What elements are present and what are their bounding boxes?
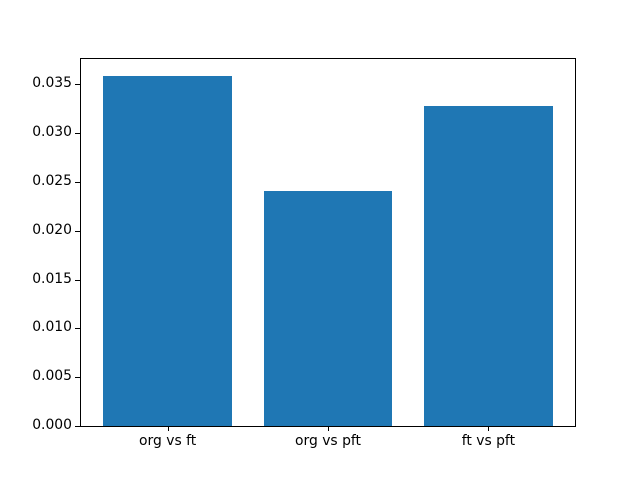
- y-tick-label: 0.020: [32, 221, 72, 238]
- y-tick-mark: [75, 181, 80, 183]
- bar-org-vs-pft: [263, 190, 393, 427]
- y-tick-mark: [75, 279, 80, 281]
- y-tick-label: 0.000: [32, 417, 72, 434]
- y-tick-label: 0.010: [32, 319, 72, 336]
- x-tick-mark: [328, 426, 329, 432]
- y-tick-mark: [75, 328, 80, 330]
- x-tick-label: org vs ft: [139, 433, 197, 450]
- y-tick-mark: [75, 83, 80, 85]
- plot-area: 0.000 0.005 0.010 0.015 0.020 0.025 0.030 0.035…: [32, 57, 576, 448]
- y-tick-mark: [75, 132, 80, 134]
- x-tick-mark: [167, 426, 169, 432]
- x-tick-mark: [488, 426, 490, 432]
- x-tick-label: org vs pft: [295, 433, 361, 450]
- bar-ft-vs-pft: [424, 106, 553, 427]
- x-tick-label: ft vs pft: [461, 433, 516, 450]
- bar-org-vs-ft: [103, 76, 232, 427]
- y-tick-label: 0.005: [32, 368, 72, 385]
- y-tick-mark: [75, 377, 80, 379]
- y-tick-label: 0.035: [32, 74, 72, 91]
- y-tick-mark: [75, 230, 80, 232]
- y-tick-label: 0.025: [32, 172, 72, 189]
- y-tick-label: 0.030: [32, 123, 72, 140]
- y-tick-label: 0.015: [32, 270, 72, 287]
- y-tick-mark: [75, 426, 80, 428]
